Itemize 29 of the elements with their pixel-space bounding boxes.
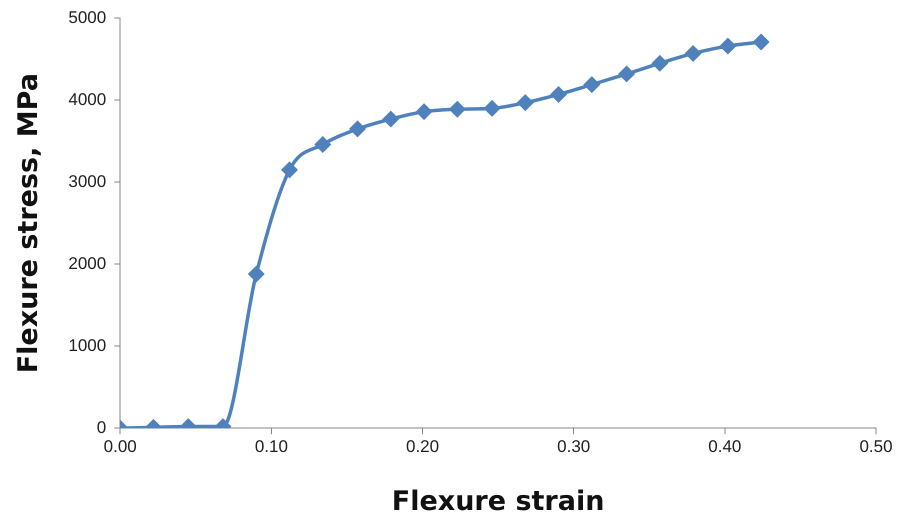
y-axis-title: Flexure stress, MPa — [13, 73, 44, 374]
point — [282, 162, 298, 178]
point — [584, 76, 600, 92]
point — [618, 66, 634, 82]
point — [720, 38, 736, 54]
point — [550, 86, 566, 102]
point — [484, 100, 500, 116]
point — [315, 136, 331, 152]
point — [685, 46, 701, 62]
point — [383, 111, 399, 127]
y-tick-label: 1000 — [68, 336, 106, 355]
point — [518, 94, 534, 110]
y-tick-label: 2000 — [68, 254, 106, 273]
point — [652, 56, 668, 72]
point — [753, 34, 769, 50]
y-tick-label: 3000 — [68, 172, 106, 191]
y-tick-label: 5000 — [68, 8, 106, 27]
point — [416, 104, 432, 120]
point — [450, 101, 466, 117]
y-tick-label: 0 — [96, 418, 106, 437]
x-tick-label: 0.40 — [708, 437, 742, 456]
y-tick-label: 4000 — [68, 90, 106, 109]
x-tick-label: 0.50 — [859, 437, 893, 456]
point — [350, 121, 366, 137]
x-tick-label: 0.20 — [406, 437, 440, 456]
x-tick-label: 0.30 — [557, 437, 590, 456]
x-axis-title: Flexure strain — [392, 486, 604, 517]
x-tick-label: 0.10 — [254, 437, 288, 456]
x-tick-label: 0.00 — [104, 437, 137, 456]
